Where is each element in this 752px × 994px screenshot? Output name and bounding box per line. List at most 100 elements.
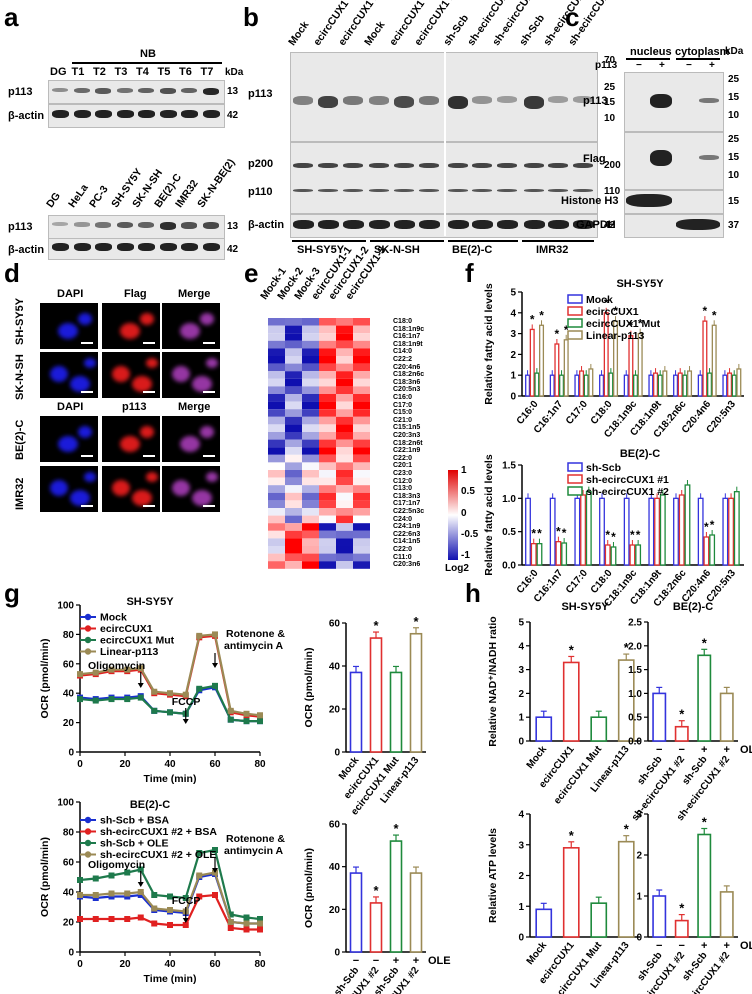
f-top-ylabel: Relative fatty acid levels xyxy=(483,283,495,405)
e-row-23: C18:3n3 xyxy=(393,492,421,500)
c-gapdh-label: GAPDH xyxy=(576,219,616,231)
heatmap-cell xyxy=(302,470,319,478)
h-top-right-ytick-label: 0.5 xyxy=(628,713,642,724)
g-bottom-bar-star: * xyxy=(393,821,399,836)
b-p113-band-7 xyxy=(472,96,492,104)
d-nucleus-3-0-2 xyxy=(84,472,96,482)
h-top-right-bar xyxy=(719,692,734,742)
f-top-bar xyxy=(687,370,693,397)
a-top-p113-band-7 xyxy=(202,88,219,95)
f-top-bar xyxy=(559,374,565,397)
f-top-bar xyxy=(711,324,717,397)
g-bottom-line-point xyxy=(196,874,203,880)
f-top-ytick-label: 0 xyxy=(510,392,516,403)
f-top-bar xyxy=(677,372,683,397)
heatmap-cell xyxy=(319,477,336,486)
heatmap-cell xyxy=(353,546,370,554)
b-p200-band-9 xyxy=(524,163,544,168)
b-marker-10: 10 xyxy=(604,113,616,124)
b-actin-band-8 xyxy=(497,220,518,229)
g-top-line-point xyxy=(167,709,173,716)
colorbar-tick-neg0.5: -0.5 xyxy=(461,529,479,540)
f-top-bar xyxy=(648,374,654,397)
colorbar-tick-neg1: -1 xyxy=(461,550,470,561)
heatmap-cell xyxy=(285,561,302,569)
b-cellline-1: SH-SY5Y xyxy=(297,244,345,256)
g-bottom-line-point xyxy=(167,908,173,915)
g-bottom-line-point xyxy=(257,920,263,927)
f-bottom-bar xyxy=(733,491,740,566)
heatmap-cell xyxy=(319,386,336,394)
c-marker-15a: 15 xyxy=(728,92,740,103)
e-row-10: C16:0 xyxy=(393,394,413,401)
e-row-22: C13:0 xyxy=(393,485,413,493)
heatmap-cell xyxy=(285,348,302,356)
h-top-right-xlabel: sh-Scb xyxy=(680,754,709,787)
heatmap-cell xyxy=(336,394,353,402)
c-marker-15b: 15 xyxy=(728,152,740,163)
heatmap-cell xyxy=(268,333,285,341)
heatmap-cell xyxy=(302,500,319,508)
heatmap-cell xyxy=(353,340,370,349)
heatmap-cell xyxy=(285,492,302,501)
h-top-left-title: SH-SY5Y xyxy=(561,601,609,613)
b-p200-band-10 xyxy=(548,163,568,168)
g-top-bar-star: * xyxy=(413,614,419,629)
f-top-bar xyxy=(731,374,737,397)
d-nucleus-1-0-0 xyxy=(50,366,68,382)
f-bottom-ytick-label: 0.0 xyxy=(502,561,516,572)
g-top-line-legend-marker xyxy=(84,648,92,655)
g-bottom-line-point xyxy=(137,914,144,921)
heatmap-cell xyxy=(353,378,370,387)
h-top-right-ytick-label: 2.5 xyxy=(628,618,642,629)
colorbar-tick-1: 1 xyxy=(461,465,467,476)
g-top-line-point xyxy=(108,696,115,703)
h-top-left-ytick-label: 3 xyxy=(518,665,524,676)
g-bottom-line-point xyxy=(196,872,203,879)
g-bottom-bar-bar xyxy=(349,872,363,953)
g-top-line-point xyxy=(196,634,203,641)
heatmap-cell xyxy=(353,454,370,463)
heatmap-cell xyxy=(302,416,319,425)
a-top-lane-1: T1 xyxy=(71,66,85,78)
f-top-bar xyxy=(534,372,540,397)
h-top-left-star: * xyxy=(569,642,575,657)
g-bottom-line-point xyxy=(257,920,263,927)
c-marker-10a: 10 xyxy=(728,110,740,121)
f-top-star: * xyxy=(530,312,535,326)
heatmap-cell xyxy=(285,325,302,334)
heatmap-cell xyxy=(268,485,285,493)
g-bottom-bar-sign: − xyxy=(373,955,379,967)
f-top-bar xyxy=(702,320,708,397)
heatmap-cell xyxy=(302,378,319,387)
b-actin-band-9 xyxy=(524,220,545,229)
g-top-line-point xyxy=(124,666,131,673)
b-p113-band-0 xyxy=(293,96,313,105)
heatmap-cell xyxy=(268,447,285,455)
g-bottom-line-point xyxy=(196,893,203,900)
g-bottom-bar-ytick-label: 20 xyxy=(329,905,341,916)
b-p113-band-5 xyxy=(419,96,439,105)
g-top-line-point xyxy=(124,668,131,675)
a-top-actin-band-6 xyxy=(181,110,198,118)
d-cell-r3-c2 xyxy=(162,466,220,512)
f-bottom-star: * xyxy=(531,527,536,541)
g-top-line-ytick-label: 0 xyxy=(68,748,74,759)
h-bottom-right-sign: + xyxy=(701,940,707,952)
b-p110-band-6 xyxy=(448,189,468,192)
f-top-ytick-label: 3 xyxy=(510,329,516,340)
heatmap-cell xyxy=(268,470,285,478)
g-top-line-arrowhead-fccp xyxy=(182,719,189,724)
panel-b-label: b xyxy=(243,2,259,32)
g-top-line-point xyxy=(108,668,115,675)
heatmap-cell xyxy=(285,485,302,493)
g-bottom-line-ytick-label: 20 xyxy=(63,918,75,929)
g-bottom-line-ann-oligomycin: Oligomycin xyxy=(88,859,145,871)
g-bottom-bar-ytick-label: 40 xyxy=(329,862,341,873)
f-top-legend-label: Mock xyxy=(586,294,613,306)
f-top-bar xyxy=(673,374,679,397)
h-bottom-left-ytick-label: 3 xyxy=(518,840,524,851)
a-top-lane-4: T4 xyxy=(136,66,149,78)
d-header-merge-2: Merge xyxy=(178,401,211,413)
b-p200-band-5 xyxy=(419,163,439,168)
